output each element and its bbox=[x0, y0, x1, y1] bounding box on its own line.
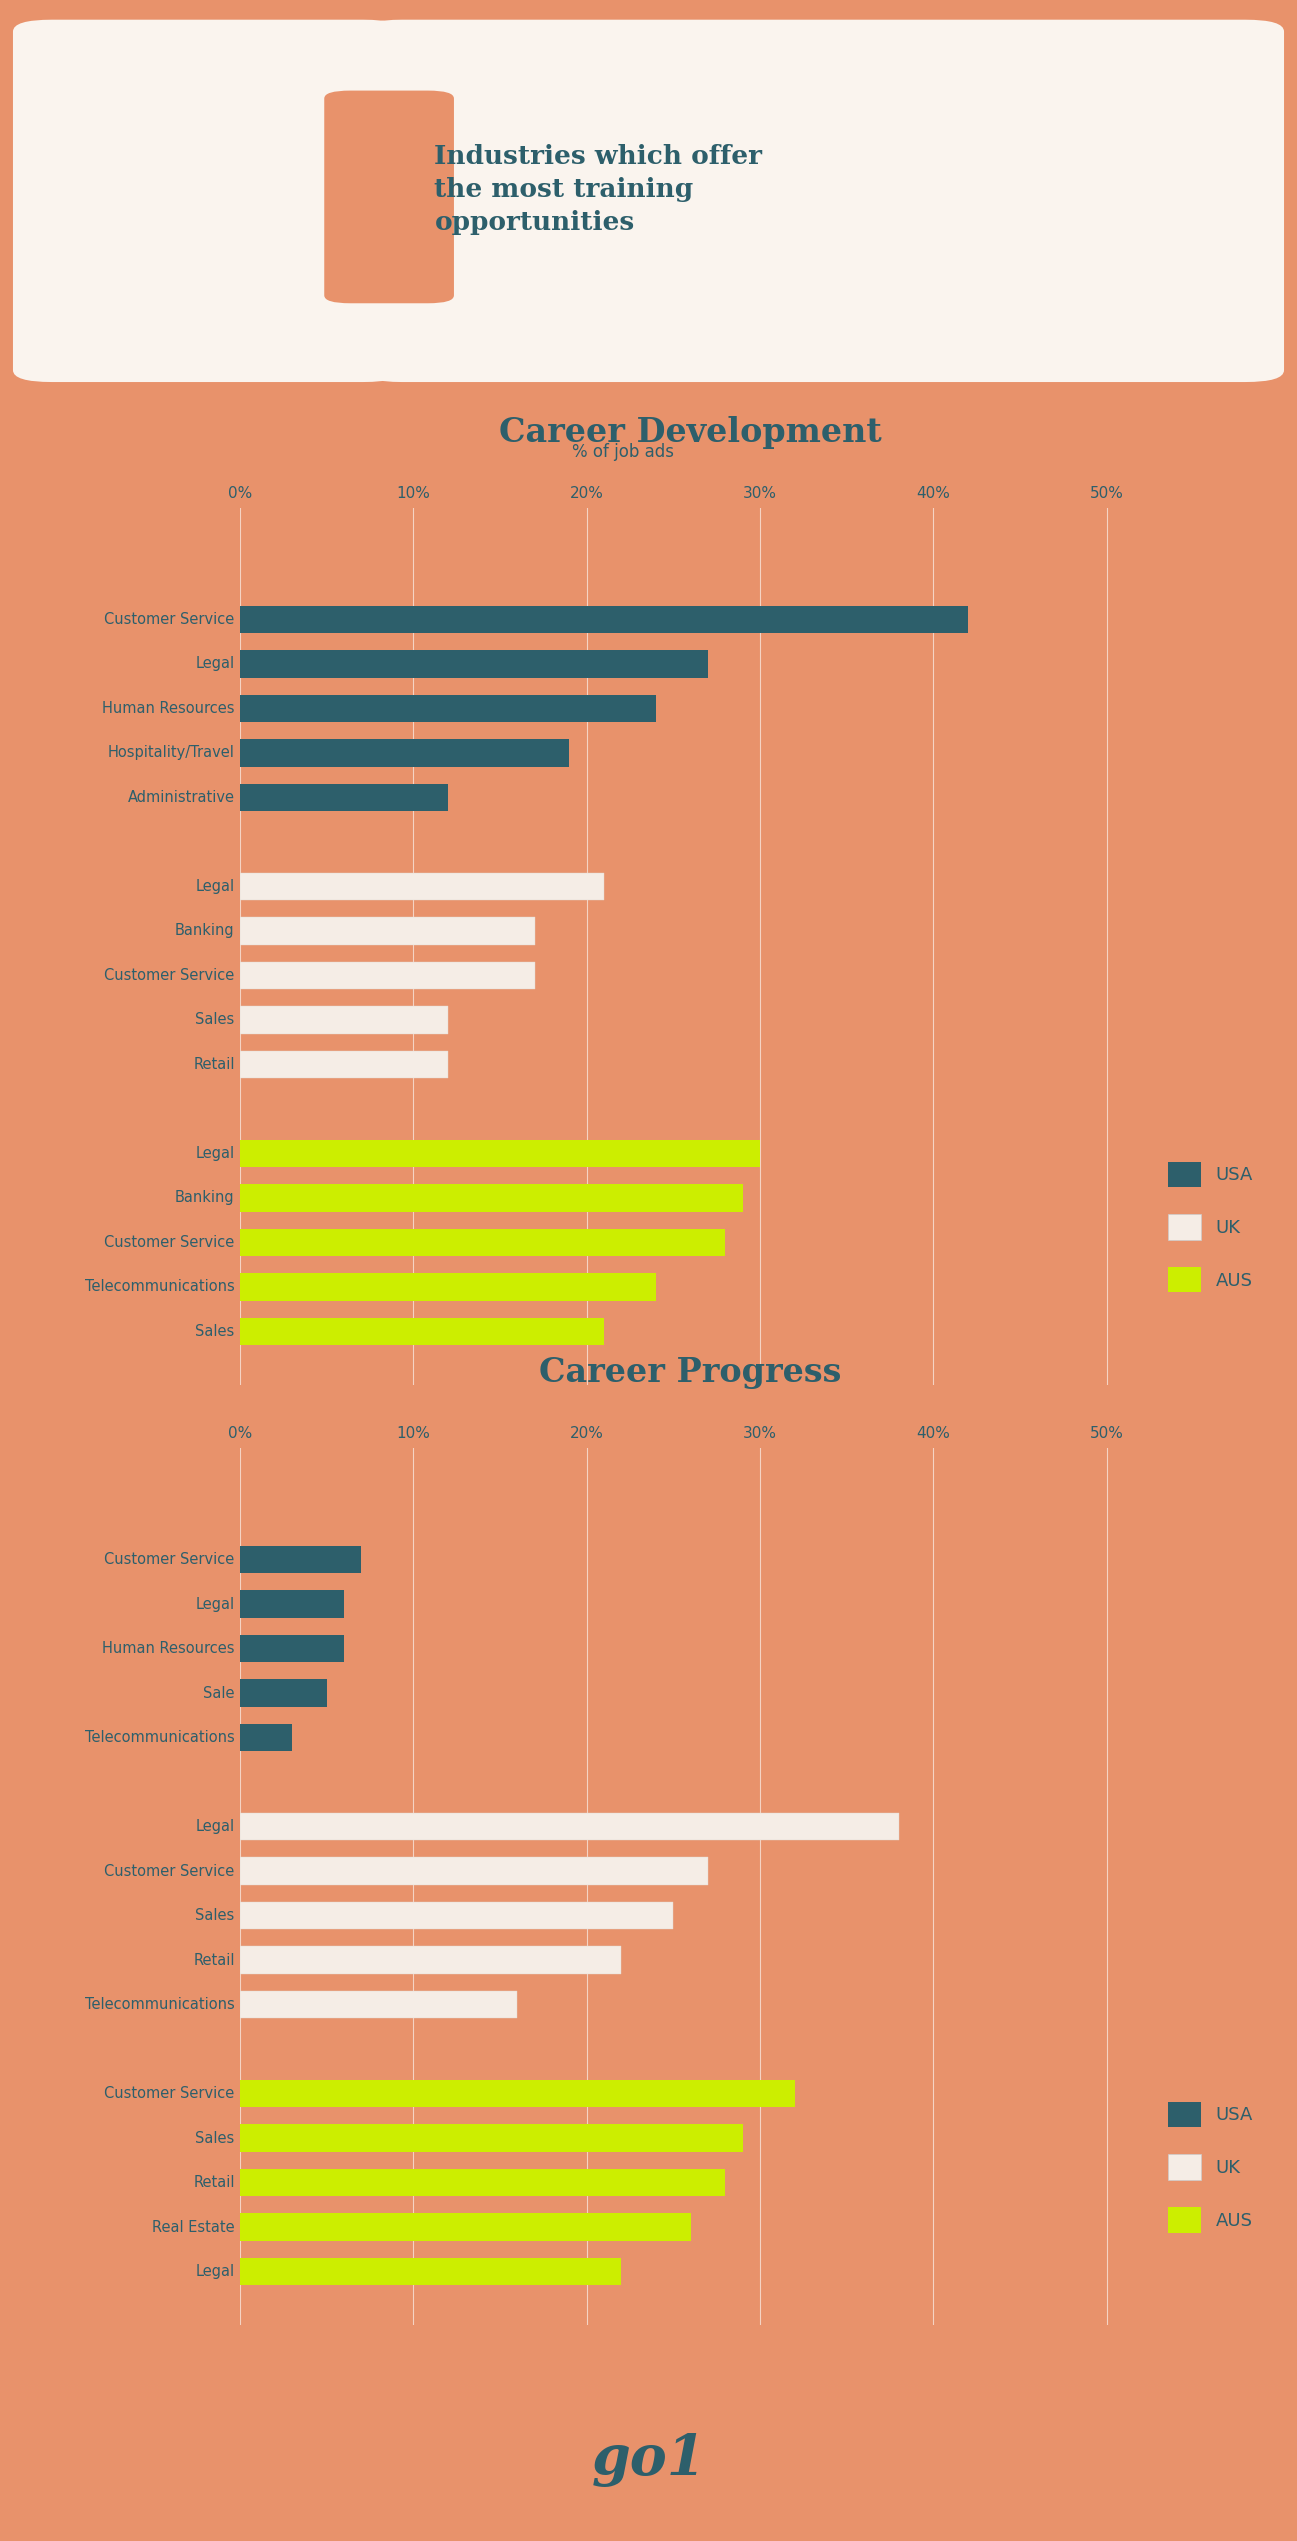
Bar bbox=[240, 1049, 447, 1077]
Text: Banking: Banking bbox=[175, 1189, 235, 1204]
Bar bbox=[240, 1273, 656, 1301]
Text: Legal: Legal bbox=[196, 2264, 235, 2279]
Bar bbox=[240, 2259, 621, 2284]
Bar bbox=[240, 872, 604, 900]
Text: Customer Service: Customer Service bbox=[105, 612, 235, 628]
Text: Human Resources: Human Resources bbox=[102, 1641, 235, 1657]
Text: Sale: Sale bbox=[204, 1685, 235, 1700]
Bar bbox=[240, 694, 656, 722]
Bar bbox=[240, 2124, 743, 2152]
Text: Customer Service: Customer Service bbox=[105, 2086, 235, 2101]
Text: Retail: Retail bbox=[193, 2175, 235, 2190]
Bar bbox=[240, 1901, 673, 1929]
Text: Legal: Legal bbox=[196, 1596, 235, 1611]
Bar bbox=[240, 1006, 447, 1034]
Text: Sales: Sales bbox=[196, 1908, 235, 1924]
Bar bbox=[240, 1230, 725, 1255]
Text: Sales: Sales bbox=[196, 1324, 235, 1339]
Bar bbox=[240, 2170, 725, 2195]
Bar bbox=[240, 650, 708, 678]
Text: Telecommunications: Telecommunications bbox=[86, 1730, 235, 1746]
Text: Real Estate: Real Estate bbox=[152, 2221, 235, 2234]
Bar bbox=[240, 1680, 327, 1708]
Text: Industries which offer
the most training
opportunities: Industries which offer the most training… bbox=[434, 142, 763, 234]
Text: Telecommunications: Telecommunications bbox=[86, 1997, 235, 2012]
Text: Sales: Sales bbox=[196, 2129, 235, 2145]
Text: Human Resources: Human Resources bbox=[102, 701, 235, 717]
Bar bbox=[240, 605, 968, 633]
Text: Legal: Legal bbox=[196, 1819, 235, 1835]
Text: Customer Service: Customer Service bbox=[105, 1863, 235, 1878]
Title: Career Development: Career Development bbox=[499, 417, 882, 450]
Bar bbox=[240, 1184, 743, 1212]
Bar bbox=[240, 783, 447, 811]
Text: Administrative: Administrative bbox=[127, 790, 235, 805]
Title: Career Progress: Career Progress bbox=[540, 1357, 842, 1390]
Text: Customer Service: Customer Service bbox=[105, 968, 235, 983]
Text: Hospitality/Travel: Hospitality/Travel bbox=[108, 745, 235, 760]
Text: Legal: Legal bbox=[196, 1146, 235, 1161]
Bar bbox=[240, 1634, 344, 1662]
Legend: USA, UK, AUS: USA, UK, AUS bbox=[1160, 2094, 1262, 2241]
Text: Legal: Legal bbox=[196, 656, 235, 671]
Bar bbox=[240, 1990, 518, 2018]
Text: Legal: Legal bbox=[196, 879, 235, 894]
Text: Retail: Retail bbox=[193, 1951, 235, 1967]
Bar bbox=[240, 1591, 344, 1619]
Bar bbox=[240, 2081, 795, 2106]
Bar bbox=[240, 917, 534, 945]
Bar bbox=[240, 1723, 292, 1751]
Bar bbox=[240, 1319, 604, 1344]
FancyBboxPatch shape bbox=[13, 20, 402, 381]
Text: % of job ads: % of job ads bbox=[572, 442, 673, 462]
FancyBboxPatch shape bbox=[363, 20, 1284, 381]
Text: Customer Service: Customer Service bbox=[105, 1235, 235, 1250]
Text: go1: go1 bbox=[591, 2432, 706, 2488]
Bar bbox=[240, 1857, 708, 1885]
Bar bbox=[240, 1141, 760, 1166]
Legend: USA, UK, AUS: USA, UK, AUS bbox=[1160, 1154, 1262, 1301]
Bar bbox=[240, 1946, 621, 1974]
FancyBboxPatch shape bbox=[324, 91, 454, 302]
Bar bbox=[240, 2213, 691, 2241]
Bar bbox=[240, 960, 534, 988]
Text: Sales: Sales bbox=[196, 1011, 235, 1027]
Text: Telecommunications: Telecommunications bbox=[86, 1281, 235, 1293]
Text: Customer Service: Customer Service bbox=[105, 1553, 235, 1568]
Bar bbox=[240, 1545, 362, 1573]
Bar bbox=[240, 1812, 899, 1840]
Bar bbox=[240, 739, 569, 767]
Text: Retail: Retail bbox=[193, 1057, 235, 1072]
Text: Banking: Banking bbox=[175, 922, 235, 938]
